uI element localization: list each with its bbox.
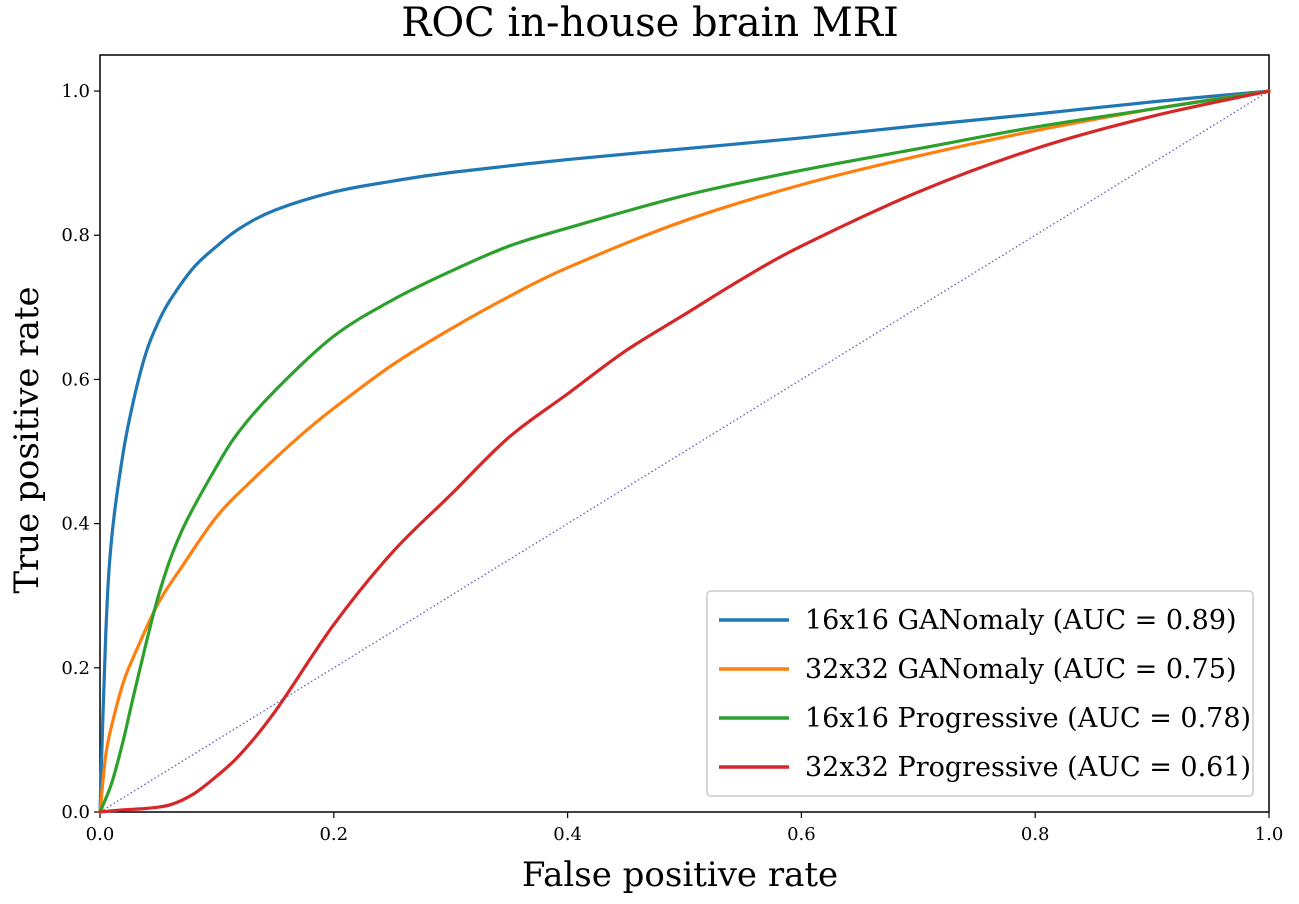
series-line-3 xyxy=(98,89,1271,814)
series-line-4 xyxy=(98,89,1271,814)
plot-area xyxy=(99,54,1270,813)
x-tick-label: 0.2 xyxy=(319,824,348,845)
x-axis-label: False positive rate xyxy=(522,855,838,895)
x-tick-label: 0.6 xyxy=(787,824,816,845)
x-tick-label: 0.0 xyxy=(86,824,115,845)
y-tick-label: 0.6 xyxy=(61,369,90,390)
x-tick-label: 1.0 xyxy=(1255,824,1284,845)
legend-box xyxy=(706,590,1254,797)
chart-title: ROC in-house brain MRI xyxy=(401,0,899,46)
series-line-2 xyxy=(98,89,1271,814)
legend-label: 32x32 GANomaly (AUC = 0.75) xyxy=(805,654,1237,685)
legend-label: 32x32 Progressive (AUC = 0.61) xyxy=(805,752,1251,783)
x-tick-label: 0.8 xyxy=(1021,824,1050,845)
series-line-1 xyxy=(98,89,1271,814)
legend-label: 16x16 Progressive (AUC = 0.78) xyxy=(805,703,1251,734)
y-tick-label: 0.0 xyxy=(61,802,90,823)
x-tick-label: 0.4 xyxy=(553,824,582,845)
y-tick-label: 0.8 xyxy=(61,225,90,246)
chance-reference-line xyxy=(99,90,1270,813)
y-tick-label: 0.2 xyxy=(61,658,90,679)
y-tick-label: 1.0 xyxy=(61,81,90,102)
y-axis-label: True positive rate xyxy=(7,286,47,593)
axis-ticks: 0.0 0.2 0.4 0.6 0.8 1.0 0.0 0.2 0.4 0.6 0.8 1.0 xyxy=(61,81,1283,845)
y-tick-label: 0.4 xyxy=(61,514,90,535)
legend-label: 16x16 GANomaly (AUC = 0.89) xyxy=(805,605,1237,636)
plot-frame xyxy=(99,54,1270,813)
series-layer xyxy=(98,89,1271,814)
legend: 16x16 GANomaly (AUC = 0.89) 32x32 GANomal… xyxy=(706,590,1254,797)
